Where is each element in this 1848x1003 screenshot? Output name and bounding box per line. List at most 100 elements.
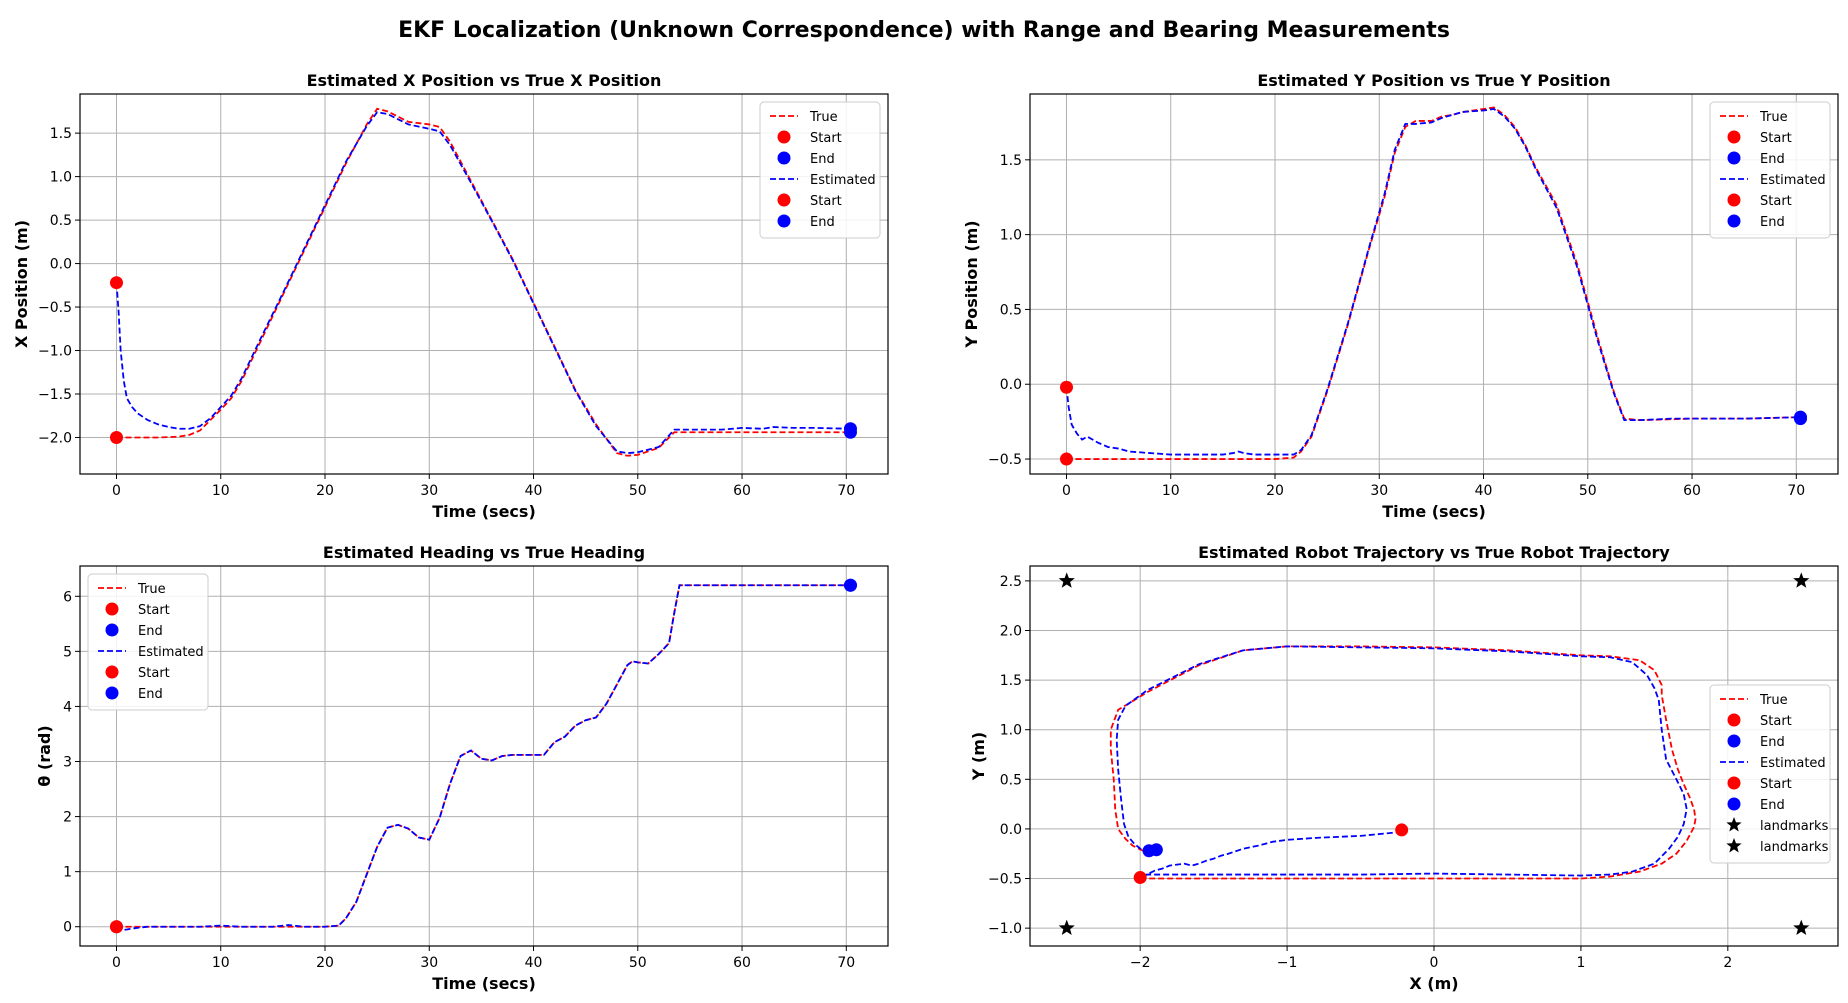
y-tick-label: 1.5 bbox=[1000, 673, 1022, 689]
x-tick-label: 10 bbox=[212, 955, 230, 971]
x-tick-label: 70 bbox=[837, 483, 855, 499]
legend-label: End bbox=[810, 215, 835, 230]
x-tick-label: −2 bbox=[1130, 955, 1151, 971]
legend-handle-dot bbox=[1727, 797, 1741, 811]
legend-label: True bbox=[137, 582, 166, 597]
x-tick-label: 40 bbox=[1475, 483, 1493, 499]
y-tick-label: 1 bbox=[63, 865, 72, 881]
marker-end bbox=[843, 422, 857, 436]
x-tick-label: 50 bbox=[629, 483, 647, 499]
y-tick-label: −0.5 bbox=[38, 300, 72, 316]
x-tick-label: 0 bbox=[1430, 955, 1439, 971]
y-tick-label: 0.5 bbox=[50, 213, 72, 229]
x-tick-label: 2 bbox=[1723, 955, 1732, 971]
chart-title: Estimated Robot Trajectory vs True Robot… bbox=[1198, 543, 1670, 562]
legend: True Start End Estimated Start End bbox=[1709, 101, 1831, 239]
plot-area bbox=[1109, 645, 1697, 880]
legend-label: End bbox=[1760, 215, 1785, 230]
x-axis-label: X (m) bbox=[1409, 974, 1458, 993]
legend-label: Start bbox=[138, 603, 170, 618]
y-tick-label: 2.0 bbox=[1000, 623, 1022, 639]
x-tick-label: 70 bbox=[1787, 483, 1805, 499]
y-tick-label: 0.5 bbox=[1000, 772, 1022, 788]
legend-label: landmarks bbox=[1760, 819, 1829, 834]
x-axis-label: Time (secs) bbox=[432, 974, 536, 993]
legend-label: Estimated bbox=[138, 645, 204, 660]
chart-title: Estimated Y Position vs True Y Position bbox=[1257, 71, 1610, 90]
x-tick-label: 40 bbox=[525, 955, 543, 971]
x-tick-label: 30 bbox=[1370, 483, 1388, 499]
x-tick-label: 40 bbox=[525, 483, 543, 499]
x-tick-label: 0 bbox=[112, 483, 121, 499]
x-tick-label: 60 bbox=[733, 955, 751, 971]
series-line-estimated bbox=[115, 111, 851, 455]
y-tick-label: 1.0 bbox=[50, 170, 72, 186]
marker-start bbox=[1133, 871, 1147, 885]
axes-frame bbox=[79, 93, 889, 475]
legend-handle-dot bbox=[1727, 734, 1741, 748]
axes-frame bbox=[79, 565, 889, 947]
legend-box bbox=[1709, 684, 1831, 864]
legend-label: Estimated bbox=[810, 173, 876, 188]
x-tick-label: 10 bbox=[1162, 483, 1180, 499]
legend-handle-dot bbox=[105, 623, 119, 637]
y-tick-label: 2 bbox=[63, 810, 72, 826]
legend-handle-dot bbox=[1727, 214, 1741, 228]
legend-label: Start bbox=[810, 131, 842, 146]
legend-handle-dot bbox=[777, 151, 791, 165]
x-tick-label: −1 bbox=[1277, 955, 1298, 971]
marker-end bbox=[1149, 843, 1163, 857]
legend-label: landmarks bbox=[1760, 840, 1829, 855]
series-line-estimated bbox=[116, 584, 851, 931]
charts-container: Estimated X Position vs True X Position 0… bbox=[12, 71, 1839, 993]
y-tick-label: 0.0 bbox=[1000, 377, 1022, 393]
marker-start bbox=[1395, 823, 1409, 837]
legend-label: End bbox=[810, 152, 835, 167]
x-tick-label: 20 bbox=[316, 483, 334, 499]
legend-handle-dot bbox=[777, 214, 791, 228]
chart-title: Estimated X Position vs True X Position bbox=[307, 71, 662, 90]
x-tick-label: 10 bbox=[212, 483, 230, 499]
legend-label: Start bbox=[1760, 194, 1792, 209]
x-tick-label: 60 bbox=[1683, 483, 1701, 499]
legend-label: Start bbox=[1760, 777, 1792, 792]
chart-x: Estimated X Position vs True X Position 0… bbox=[12, 71, 889, 521]
y-tick-label: −0.5 bbox=[988, 452, 1022, 468]
y-tick-label: 1.5 bbox=[1000, 153, 1022, 169]
x-tick-label: 30 bbox=[420, 955, 438, 971]
legend-label: End bbox=[1760, 735, 1785, 750]
series-line-true bbox=[116, 107, 851, 457]
landmark-star bbox=[1058, 572, 1075, 588]
x-tick-label: 20 bbox=[1266, 483, 1284, 499]
x-tick-label: 20 bbox=[316, 955, 334, 971]
marker-start bbox=[109, 276, 123, 290]
y-tick-label: −2.0 bbox=[38, 430, 72, 446]
legend-handle-dot bbox=[105, 602, 119, 616]
legend-handle-dot bbox=[1727, 193, 1741, 207]
axes-frame bbox=[1029, 93, 1839, 475]
y-tick-label: 4 bbox=[63, 699, 72, 715]
legend: True Start End Estimated Start End landmarks la… bbox=[1709, 684, 1831, 864]
series-line-estimated bbox=[1115, 645, 1688, 877]
legend-handle-dot bbox=[777, 193, 791, 207]
legend-label: End bbox=[1760, 152, 1785, 167]
legend: True Start End Estimated Start End bbox=[759, 101, 881, 239]
marker-start bbox=[1059, 452, 1073, 466]
legend-label: End bbox=[138, 624, 163, 639]
y-tick-label: −1.0 bbox=[988, 921, 1022, 937]
chart-traj: Estimated Robot Trajectory vs True Robot… bbox=[969, 543, 1839, 993]
y-tick-label: 2.5 bbox=[1000, 574, 1022, 590]
x-tick-label: 50 bbox=[629, 955, 647, 971]
x-axis-label: Time (secs) bbox=[1382, 502, 1486, 521]
y-axis-label: X Position (m) bbox=[12, 220, 31, 348]
y-tick-label: 1.0 bbox=[1000, 228, 1022, 244]
y-tick-label: 3 bbox=[63, 755, 72, 771]
legend-label: Estimated bbox=[1760, 756, 1826, 771]
landmark-star bbox=[1793, 919, 1810, 936]
y-tick-label: 0.0 bbox=[1000, 822, 1022, 838]
x-tick-label: 60 bbox=[733, 483, 751, 499]
chart-y: Estimated Y Position vs True Y Position 0… bbox=[962, 71, 1839, 521]
legend-label: Start bbox=[138, 666, 170, 681]
legend-label: End bbox=[1760, 798, 1785, 813]
